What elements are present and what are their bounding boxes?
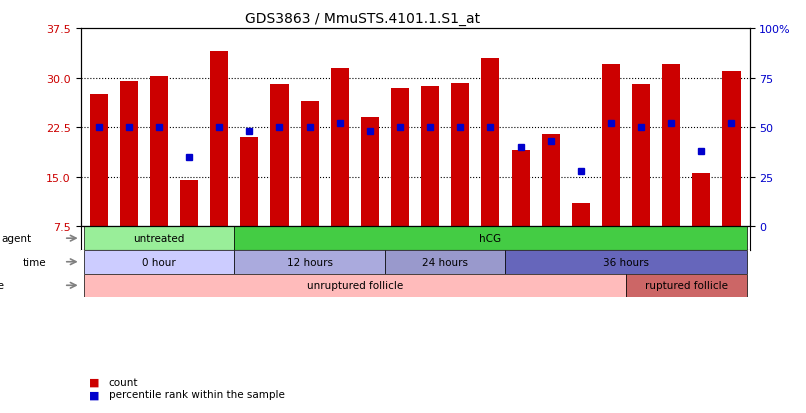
Text: 36 hours: 36 hours [603, 257, 649, 267]
Text: ■: ■ [89, 377, 99, 387]
Bar [391, 88, 409, 227]
Text: ■: ■ [89, 389, 99, 399]
Bar [722, 72, 741, 227]
Text: percentile rank within the sample: percentile rank within the sample [109, 389, 285, 399]
Bar [542, 135, 559, 227]
Bar [89, 95, 108, 227]
Bar [571, 204, 590, 227]
FancyBboxPatch shape [84, 227, 235, 250]
Bar [240, 138, 259, 227]
Bar [663, 65, 680, 227]
Text: count: count [109, 377, 139, 387]
Bar [602, 65, 620, 227]
FancyBboxPatch shape [385, 250, 505, 274]
Text: GDS3863 / MmuSTS.4101.1.S1_at: GDS3863 / MmuSTS.4101.1.S1_at [245, 12, 480, 26]
FancyBboxPatch shape [235, 250, 385, 274]
FancyBboxPatch shape [84, 274, 626, 297]
Bar [150, 77, 168, 227]
Text: 24 hours: 24 hours [422, 257, 468, 267]
FancyBboxPatch shape [84, 250, 235, 274]
Text: ruptured follicle: ruptured follicle [645, 280, 728, 291]
FancyBboxPatch shape [505, 250, 746, 274]
Bar [330, 69, 349, 227]
Text: untreated: untreated [133, 234, 185, 244]
Bar [632, 85, 650, 227]
Y-axis label: development stage: development stage [0, 280, 4, 291]
Bar [301, 102, 318, 227]
Bar [180, 180, 198, 227]
Y-axis label: time: time [23, 257, 46, 267]
Bar [361, 118, 379, 227]
Text: 12 hours: 12 hours [287, 257, 333, 267]
Bar [692, 174, 710, 227]
Bar [120, 82, 138, 227]
Bar [481, 59, 500, 227]
Bar [210, 52, 228, 227]
Text: 0 hour: 0 hour [142, 257, 176, 267]
Text: unruptured follicle: unruptured follicle [307, 280, 403, 291]
Bar [421, 86, 439, 227]
Bar [512, 151, 530, 227]
Text: hCG: hCG [480, 234, 501, 244]
FancyBboxPatch shape [626, 274, 746, 297]
Bar [271, 85, 289, 227]
Bar [451, 84, 469, 227]
FancyBboxPatch shape [235, 227, 746, 250]
Y-axis label: agent: agent [2, 234, 32, 244]
